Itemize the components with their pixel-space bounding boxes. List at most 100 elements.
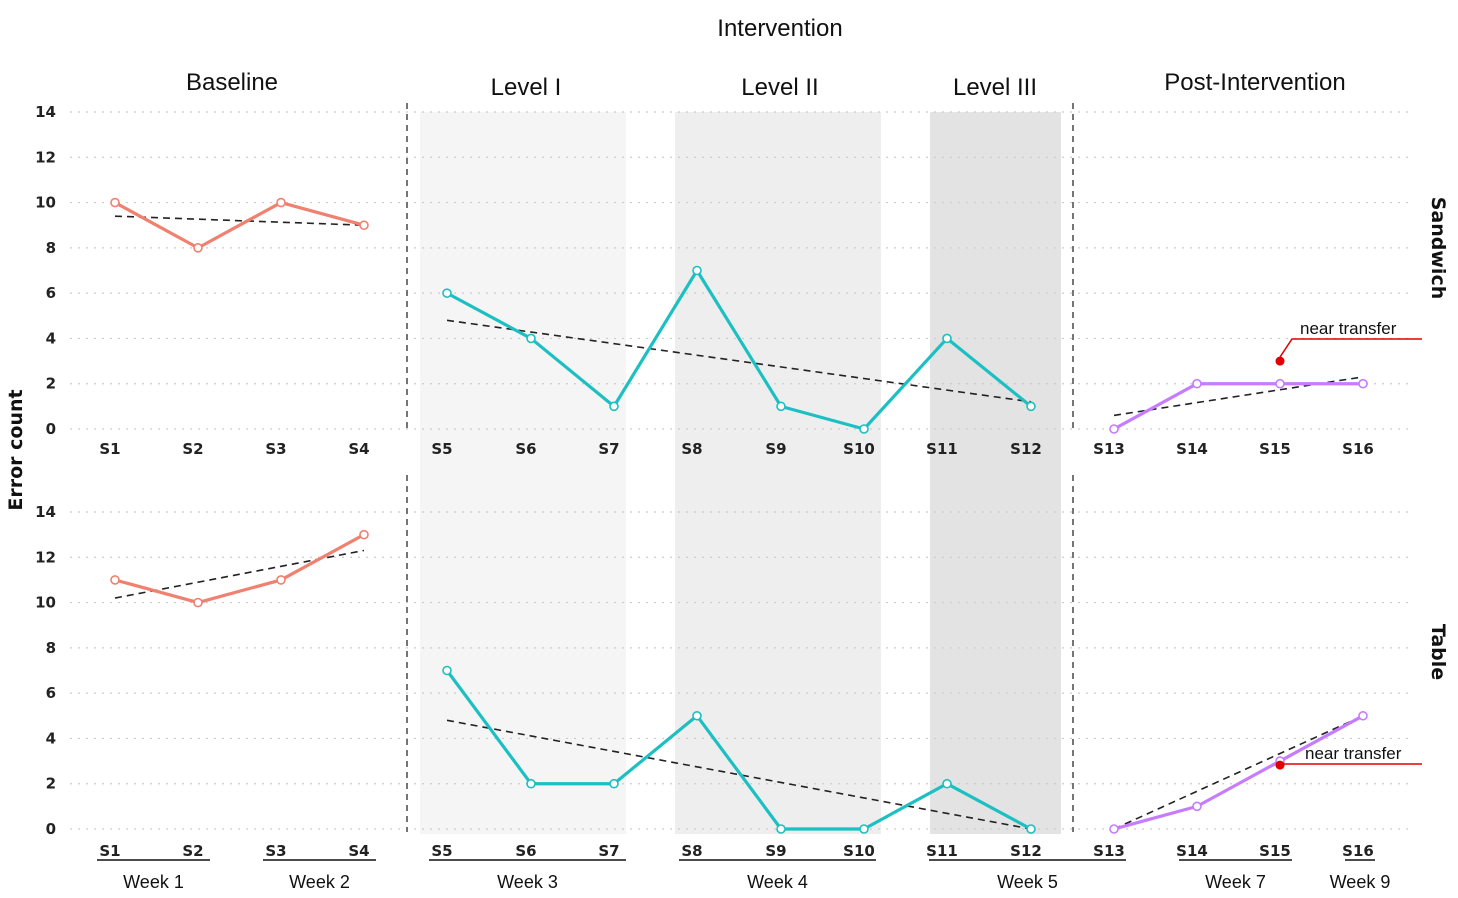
session-tick-label: S14 [1176,440,1208,458]
data-point [859,424,869,434]
session-tick-label: S7 [598,842,619,860]
session-tick-label: S2 [182,842,203,860]
y-axis-label: Error count [5,389,27,510]
phase-label: Level III [953,74,1037,101]
data-point [692,710,702,721]
data-points [110,197,1368,834]
data-point [1358,710,1368,721]
session-tick-label: S15 [1259,842,1291,860]
week-axis: Week 1 Week 2 Week 3 Week 4 Week 5 Week 7 Week… [97,859,1390,892]
level-iii-band [930,112,1061,834]
data-point [859,824,869,834]
data-point [442,288,452,298]
trend-line [446,319,1032,403]
data-point [442,665,452,676]
facet-label: Table [1427,624,1449,680]
baseline-series [114,200,365,250]
data-point [692,265,702,276]
session-tick-label: S16 [1342,440,1374,458]
data-point [526,333,536,344]
data-point [1109,424,1119,434]
week-label: Week 3 [497,872,558,892]
y-tick-label: 0 [46,820,56,838]
session-tick-label: S4 [348,842,369,860]
y-ticks: 0 2 4 6 8 10 12 14 0 2 4 6 8 10 12 14 [35,103,56,838]
session-tick-label: S14 [1176,842,1208,860]
level-ii-band [675,112,881,834]
data-point [110,197,120,208]
data-point [1192,378,1202,389]
data-point [609,778,619,789]
session-tick-label: S3 [265,842,286,860]
data-point [609,401,619,412]
data-point [1026,824,1036,834]
annotation-label: near transfer [1300,319,1397,338]
y-tick-label: 2 [46,375,56,393]
data-point [110,575,120,585]
y-tick-label: 14 [35,103,56,121]
data-point [276,575,286,585]
post-intervention-series [1113,382,1363,431]
week-label: Week 5 [997,872,1058,892]
phase-dividers [406,103,1074,832]
phase-label: Baseline [186,69,278,96]
session-tick-label: S1 [99,440,120,458]
data-point [1109,824,1119,834]
y-tick-label: 12 [35,548,56,566]
session-tick-label: S9 [765,440,786,458]
y-tick-label: 2 [46,775,56,793]
data-point [942,333,952,344]
session-tick-label: S10 [843,440,875,458]
session-tick-label: S6 [515,440,536,458]
y-tick-label: 0 [46,420,56,438]
session-tick-label: S1 [99,842,120,860]
trend-line [114,215,365,227]
session-tick-label: S13 [1093,440,1125,458]
session-tick-label: S12 [1010,842,1042,860]
session-tick-label: S8 [681,440,702,458]
session-tick-label: S11 [926,842,958,860]
week-label: Week 7 [1205,872,1266,892]
y-tick-label: 6 [46,284,56,302]
session-tick-label: S3 [265,440,286,458]
session-tick-label: S6 [515,842,536,860]
session-tick-label: S5 [431,842,452,860]
phase-label: Post-Intervention [1164,69,1345,96]
data-point [1192,801,1202,812]
y-tick-label: 14 [35,503,56,521]
session-tick-label: S5 [431,440,452,458]
text-labels: Intervention Baseline Level I Level II Level… [5,15,1449,860]
post-intervention-series [1113,714,1364,831]
facet-label: Sandwich [1427,197,1449,300]
session-tick-label: S7 [598,440,619,458]
data-point [359,220,369,231]
data-point [1026,401,1036,412]
annotations: near transfer near transfer [1275,319,1422,770]
y-tick-label: 8 [46,639,56,657]
phase-bands [420,112,1061,834]
week-label: Week 2 [289,872,350,892]
intervention-series [445,669,1032,831]
y-tick-label: 4 [46,329,56,347]
level-i-band [420,112,626,834]
baseline-series [114,533,365,605]
session-tick-label: S11 [926,440,958,458]
y-tick-label: 8 [46,239,56,257]
y-tick-label: 12 [35,148,56,166]
y-tick-label: 4 [46,729,56,747]
trend-line [1113,715,1364,830]
phase-label: Level II [741,74,818,101]
phase-label: Level I [491,74,562,101]
session-tick-label: S12 [1010,440,1042,458]
annotation-marker [1275,356,1285,366]
session-tick-label: S10 [843,842,875,860]
session-tick-label: S4 [348,440,369,458]
data-point [526,778,536,789]
data-point [942,778,952,789]
data-point [193,597,203,608]
data-point [193,243,203,253]
data-point [359,529,369,540]
annotation-label: near transfer [1305,744,1402,763]
data-point [1275,378,1285,389]
